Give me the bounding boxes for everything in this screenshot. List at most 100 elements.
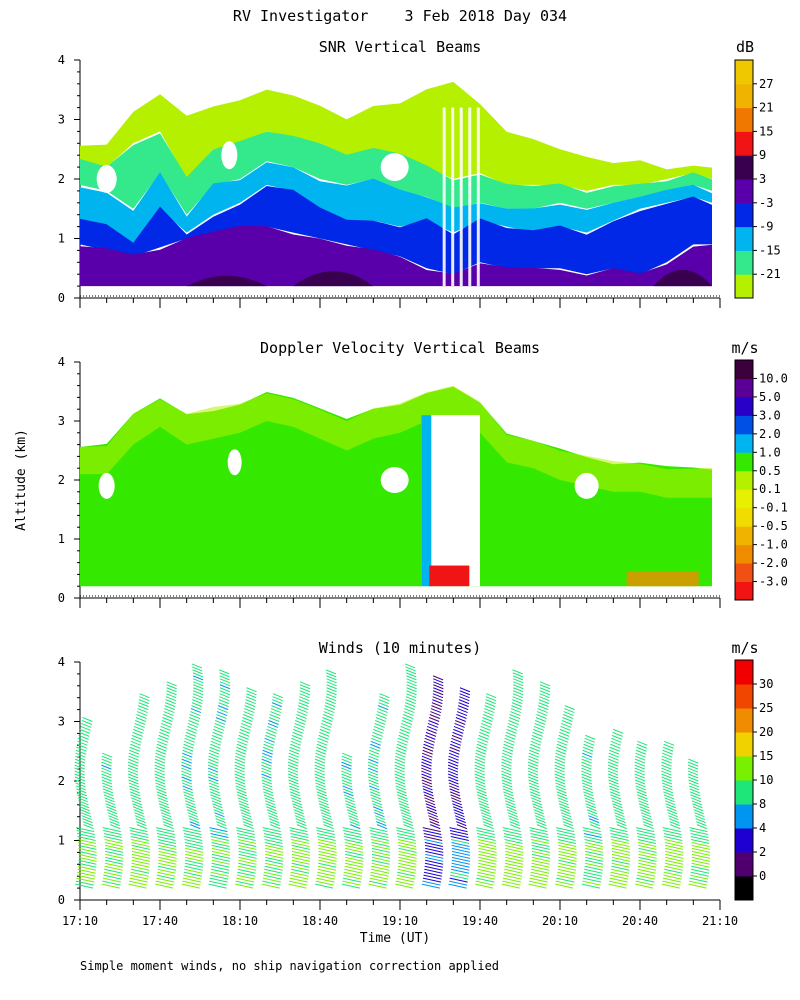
wind-barb bbox=[318, 853, 337, 859]
wind-barb bbox=[316, 827, 335, 833]
wind-barb bbox=[582, 746, 594, 752]
wind-barb bbox=[268, 818, 280, 824]
wind-barb bbox=[636, 874, 655, 880]
wind-barb bbox=[293, 725, 305, 731]
wind-profile bbox=[581, 734, 604, 889]
wind-barb bbox=[395, 749, 407, 755]
wind-barb bbox=[186, 809, 198, 815]
wind-barb bbox=[267, 722, 279, 728]
wind-barb bbox=[299, 687, 311, 693]
wind-barb bbox=[689, 830, 709, 836]
wind-barb bbox=[318, 841, 337, 847]
wind-barb bbox=[136, 821, 147, 827]
wind-barb bbox=[406, 675, 417, 681]
wind-barb bbox=[635, 782, 646, 788]
wind-barb bbox=[642, 821, 654, 827]
wind-barb bbox=[76, 830, 95, 836]
wind-barb bbox=[563, 711, 574, 717]
wind-barb bbox=[77, 737, 89, 743]
wind-barb bbox=[372, 803, 383, 809]
wind-barb bbox=[502, 880, 521, 886]
wind-barb bbox=[242, 821, 254, 827]
wind-barb bbox=[289, 830, 309, 836]
wind-barb bbox=[425, 731, 437, 737]
wind-barb bbox=[78, 853, 97, 859]
wind-barb bbox=[182, 788, 194, 794]
wind-barb bbox=[539, 687, 551, 693]
wind-barb bbox=[106, 806, 117, 812]
wind-barb bbox=[665, 803, 676, 809]
wind-barb bbox=[398, 859, 417, 865]
wind-barb bbox=[636, 827, 655, 833]
wind-barb bbox=[317, 797, 329, 803]
wind-barb bbox=[661, 755, 673, 761]
wind-barb bbox=[666, 809, 678, 815]
wind-barb bbox=[397, 871, 416, 877]
wind-barb bbox=[159, 728, 171, 734]
wind-barb bbox=[347, 812, 358, 818]
wind-barb bbox=[155, 755, 166, 761]
wind-barb bbox=[394, 776, 406, 782]
wind-barb bbox=[476, 830, 495, 836]
wind-barb bbox=[451, 847, 471, 853]
wind-barb bbox=[240, 809, 251, 815]
wind-barb bbox=[401, 815, 412, 821]
doppler-fall-streak bbox=[429, 565, 470, 587]
wind-barb bbox=[480, 725, 491, 731]
wind-barb bbox=[406, 687, 417, 693]
winds-colorbar-label: 30 bbox=[759, 677, 773, 691]
wind-barb bbox=[321, 722, 332, 728]
wind-barb bbox=[558, 847, 577, 853]
wind-barb bbox=[584, 737, 595, 743]
wind-barb bbox=[582, 752, 593, 758]
wind-barb bbox=[209, 877, 228, 883]
wind-barb bbox=[421, 755, 433, 761]
wind-barb bbox=[76, 874, 95, 880]
wind-barb bbox=[503, 794, 515, 800]
wind-barb bbox=[181, 767, 192, 773]
wind-barb bbox=[503, 833, 522, 839]
wind-barb bbox=[236, 877, 255, 883]
wind-profile bbox=[314, 669, 337, 889]
wind-barb bbox=[238, 862, 257, 868]
wind-barb bbox=[235, 752, 246, 758]
wind-barb bbox=[370, 868, 390, 874]
wind-barb bbox=[581, 883, 600, 889]
wind-barb bbox=[395, 779, 406, 785]
wind-barb bbox=[321, 815, 332, 821]
winds-colorbar-label: 10 bbox=[759, 773, 773, 787]
wind-barb bbox=[661, 782, 673, 788]
winds-xtick-label: 18:40 bbox=[302, 914, 338, 928]
wind-barb bbox=[502, 877, 522, 883]
wind-barb bbox=[326, 681, 337, 687]
wind-barb bbox=[475, 755, 486, 761]
wind-barb bbox=[581, 767, 592, 773]
wind-barb bbox=[691, 850, 711, 856]
wind-barb bbox=[424, 838, 443, 844]
wind-barb bbox=[512, 669, 523, 675]
wind-barb bbox=[343, 833, 362, 839]
wind-barb bbox=[555, 755, 566, 761]
wind-barb bbox=[370, 874, 389, 880]
wind-barb bbox=[264, 737, 275, 743]
wind-barb bbox=[371, 841, 390, 847]
wind-barb bbox=[458, 699, 470, 705]
wind-barb bbox=[185, 853, 204, 859]
wind-barb bbox=[531, 841, 550, 847]
wind-barb bbox=[477, 865, 497, 871]
wind-barb bbox=[510, 824, 521, 830]
wind-barb bbox=[562, 717, 573, 722]
doppler-colorbar-label: 5.0 bbox=[759, 390, 781, 404]
wind-barb bbox=[503, 740, 515, 746]
wind-barb bbox=[424, 800, 436, 806]
wind-barb bbox=[371, 847, 391, 853]
wind-barb bbox=[459, 687, 471, 693]
wind-barb bbox=[450, 794, 461, 800]
wind-barb bbox=[131, 856, 151, 862]
wind-barb bbox=[292, 803, 303, 809]
wind-barb bbox=[181, 773, 192, 779]
wind-barb bbox=[318, 734, 329, 740]
wind-barb bbox=[184, 841, 203, 847]
wind-barb bbox=[158, 847, 177, 853]
